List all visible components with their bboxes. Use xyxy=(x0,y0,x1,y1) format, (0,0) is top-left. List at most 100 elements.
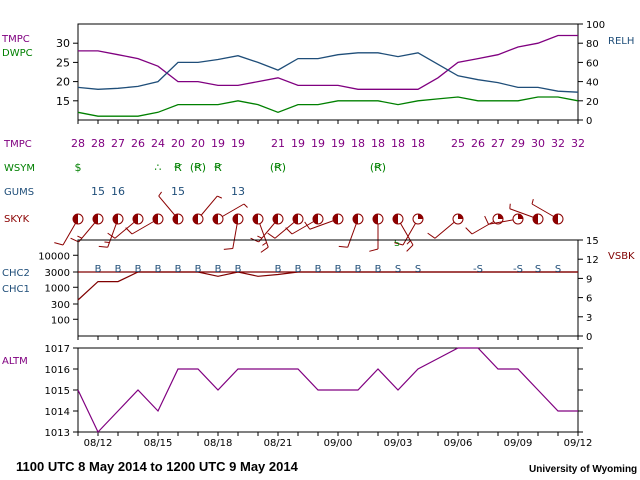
temperature-panel-frame xyxy=(77,23,579,121)
sky-cover-fill xyxy=(393,214,398,224)
row-value-wsym: Ꞧ xyxy=(214,161,222,174)
sky-cover-fill xyxy=(193,214,198,224)
right-axis-tick-label: 9 xyxy=(586,274,592,285)
row-value-wsym: Ꞧ xyxy=(174,161,182,174)
x-axis-tick-label: 09/12 xyxy=(564,438,593,449)
row-value-tmpc: 24 xyxy=(151,137,165,150)
wind-barb-feather xyxy=(304,221,311,230)
ceiling-1-axis-label: CHC1 xyxy=(2,284,30,295)
wind-barb-feather xyxy=(98,245,108,248)
right-axis-tick-label: 80 xyxy=(586,39,599,50)
row-label-wsym: WSYM xyxy=(4,163,35,174)
ceiling-marker: B xyxy=(155,264,162,275)
ceiling-marker: B xyxy=(135,264,142,275)
row-label-gums: GUMS xyxy=(4,187,34,198)
ceiling-marker: B xyxy=(375,264,382,275)
ceiling-panel-frame xyxy=(77,239,579,337)
row-value-tmpc: 20 xyxy=(171,137,185,150)
series-line-altm xyxy=(77,347,578,434)
sky-cover-fill xyxy=(313,214,318,224)
x-axis-tick-label: 09/00 xyxy=(324,438,353,449)
ceiling-marker: S xyxy=(535,264,541,275)
left-axis-tick-label: 20 xyxy=(56,76,70,89)
row-value-tmpc: 19 xyxy=(291,137,305,150)
time-period-label: 1100 UTC 8 May 2014 to 1200 UTC 9 May 20… xyxy=(16,459,298,474)
left-axis-tick-label: 1017 xyxy=(45,344,70,355)
row-value-tmpc: 19 xyxy=(331,137,345,150)
sky-cover-fill xyxy=(233,214,238,224)
sky-cover-fill xyxy=(133,214,138,224)
ceiling-marker: -S xyxy=(513,264,523,275)
left-axis-tick-label: 15 xyxy=(56,95,70,108)
right-axis-tick-label: 12 xyxy=(586,255,599,266)
row-value-wsym: ∴ xyxy=(155,161,162,174)
left-axis-tick-label: 1014 xyxy=(45,407,70,418)
ceiling-2-axis-label: CHC2 xyxy=(2,268,30,279)
sky-cover-fill xyxy=(373,214,378,224)
sky-cover-fill xyxy=(293,214,298,224)
wind-barb-feather xyxy=(54,242,64,246)
wind-barb-feather xyxy=(484,215,489,225)
row-value-tmpc: 18 xyxy=(391,137,405,150)
row-value-wsym: (Ꞧ) xyxy=(370,161,386,174)
row-value-tmpc: 26 xyxy=(471,137,485,150)
x-axis-tick-label: 09/03 xyxy=(384,438,413,449)
sky-cover-fill xyxy=(458,214,463,219)
row-value-wsym: (Ꞧ) xyxy=(270,161,286,174)
right-axis-tick-label: 100 xyxy=(586,20,605,31)
temperature-axis-label: TMPC xyxy=(1,34,30,45)
right-axis-tick-label: 0 xyxy=(586,332,592,343)
row-value-tmpc: 27 xyxy=(491,137,505,150)
right-axis-tick-label: 6 xyxy=(586,294,592,305)
wind-barb-feather xyxy=(427,232,436,239)
row-value-tmpc: 19 xyxy=(211,137,225,150)
left-axis-tick-label: 10000 xyxy=(38,251,70,262)
ceiling-marker: B xyxy=(175,264,182,275)
series-line-relh xyxy=(77,52,579,93)
sky-cover-fill xyxy=(553,214,558,224)
left-axis-tick-label: 1000 xyxy=(45,283,70,294)
wind-barb-feather xyxy=(260,246,269,253)
row-value-tmpc: 29 xyxy=(511,137,525,150)
ceiling-marker: -S xyxy=(473,264,483,275)
sky-cover-fill xyxy=(518,214,523,219)
left-axis-tick-label: 1015 xyxy=(45,386,70,397)
wind-barb-half-feather xyxy=(406,240,411,245)
x-axis-tick-label: 09/06 xyxy=(444,438,473,449)
row-value-gums: 13 xyxy=(231,185,245,198)
left-axis-tick-label: 3000 xyxy=(45,268,70,279)
series-line-tmpc xyxy=(78,34,578,90)
ceiling-marker: S xyxy=(395,264,401,275)
sky-cover-fill xyxy=(498,214,503,219)
wind-barb-half-feather xyxy=(531,199,534,205)
row-value-tmpc: 19 xyxy=(311,137,325,150)
series-line-chc1 xyxy=(77,271,578,301)
row-value-tmpc: 27 xyxy=(111,137,125,150)
visibility-axis-label: VSBK xyxy=(608,251,635,262)
credit-label: University of Wyoming xyxy=(529,464,638,475)
ceiling-marker: B xyxy=(295,264,302,275)
wind-barb-half-feather xyxy=(217,195,223,199)
row-value-tmpc: 32 xyxy=(571,137,585,150)
left-axis-tick-label: 25 xyxy=(56,56,70,69)
sky-cover-fill xyxy=(353,214,358,224)
right-axis-tick-label: 60 xyxy=(586,58,599,69)
wind-barb-feather xyxy=(465,227,473,235)
sky-cover-fill xyxy=(93,214,98,224)
sky-cover-fill xyxy=(113,214,118,224)
wind-barb-half-feather xyxy=(158,191,162,197)
wind-barb-feather xyxy=(107,232,116,239)
row-value-tmpc: 32 xyxy=(551,137,565,150)
wind-barb-feather xyxy=(406,244,414,252)
row-value-gums: 16 xyxy=(111,185,125,198)
row-value-tmpc: 19 xyxy=(231,137,245,150)
altimeter-axis-label: ALTM xyxy=(2,356,28,367)
left-axis-tick-label: 100 xyxy=(51,315,70,326)
ceiling-marker: S xyxy=(555,264,561,275)
sky-cover-fill xyxy=(418,214,423,219)
right-axis-tick-label: 0 xyxy=(586,116,592,127)
row-value-tmpc: 26 xyxy=(131,137,145,150)
sky-cover-fill xyxy=(213,214,218,224)
ceiling-marker: B xyxy=(355,264,362,275)
